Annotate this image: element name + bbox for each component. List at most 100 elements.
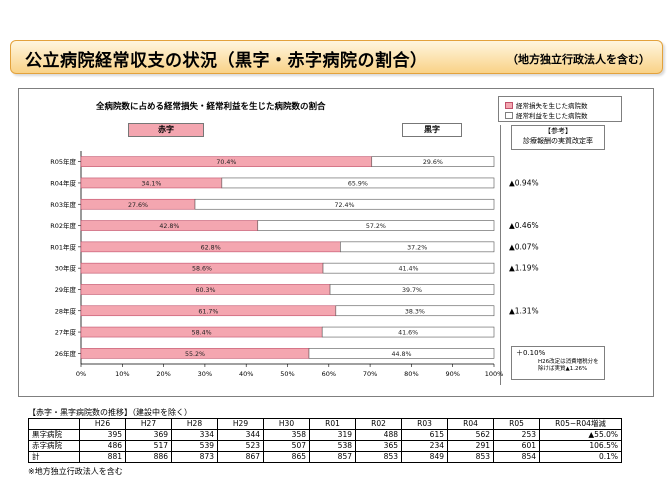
data-label-loss: 58.4%	[192, 330, 212, 337]
bar-profit	[322, 262, 495, 274]
table-header-cell	[28, 418, 80, 430]
table-cell: 365	[355, 440, 402, 452]
x-tick-label: 60%	[322, 370, 336, 378]
table-cell: 857	[309, 451, 356, 463]
page-title: 公立病院経常収支の状況（黒字・赤字病院の割合）	[25, 51, 428, 71]
table-header-cell: H29	[217, 418, 264, 430]
revision-note: ＋0.10% H26改定は消費増税分を除けば実質▲1.26%	[511, 346, 605, 380]
revision-rate-label: ▲1.19%	[509, 264, 539, 273]
data-label-loss: 60.3%	[196, 287, 216, 294]
data-label-loss: 62.8%	[201, 244, 221, 251]
x-tick-label: 100%	[485, 370, 504, 378]
table-cell: 253	[493, 429, 540, 441]
table-row-label: 黒字病院	[28, 429, 80, 441]
table-cell: 601	[493, 440, 540, 452]
table-footnote: ※地方独立行政法人を含む	[28, 467, 123, 476]
bar-profit	[371, 156, 495, 167]
table-header-cell: R02	[355, 418, 402, 430]
data-label-loss: 55.2%	[185, 351, 205, 358]
data-label-profit: 37.2%	[407, 244, 427, 251]
table-header-cell: H26	[79, 418, 126, 430]
table-row-label: 赤字病院	[28, 440, 80, 452]
legend-label-loss: 経常損失を生じた病院数	[516, 102, 588, 110]
data-label-profit: 41.6%	[398, 330, 418, 337]
category-label: 26年度	[55, 349, 77, 358]
bar-profit	[329, 284, 495, 295]
black-label: 黒字	[402, 123, 462, 137]
header-banner: 公立病院経常収支の状況（黒字・赤字病院の割合） （地方独立行政法人を含む）	[10, 40, 663, 74]
table-cell: 291	[447, 440, 494, 452]
category-label: 27年度	[55, 328, 77, 337]
table-cell: 854	[493, 451, 540, 463]
table-cell: 0.1%	[539, 451, 622, 463]
bar-profit	[340, 241, 495, 253]
data-label-loss: 27.6%	[128, 202, 148, 209]
table-cell: 344	[217, 429, 264, 441]
hospital-count-table: H26 H27 H28 H29 H30 R01 R02 R03 R04 R05 …	[28, 418, 622, 463]
table-row: 赤字病院 486 517 539 523 507 538 365 234 291…	[28, 440, 622, 452]
legend-item-loss: 経常損失を生じた病院数	[505, 100, 588, 110]
x-tick-label: 80%	[404, 370, 418, 378]
data-label-loss: 42.8%	[159, 223, 179, 230]
reference-box: 【参考】 診療報酬の実質改定率	[511, 125, 605, 150]
data-label-profit: 72.4%	[334, 202, 354, 209]
x-tick-label: 90%	[445, 370, 459, 378]
bar-profit	[321, 326, 495, 338]
data-label-profit: 38.3%	[405, 308, 425, 315]
table-cell: 853	[355, 451, 402, 463]
red-label: 赤字	[128, 123, 204, 137]
table-cell: 507	[263, 440, 310, 452]
x-tick-label: 20%	[156, 370, 170, 378]
table-cell: 867	[217, 451, 264, 463]
bar-profit	[221, 177, 495, 189]
table-caption: 【赤字・黒字病院数の推移】（建設中を除く）	[28, 408, 192, 417]
table-cell: 319	[309, 429, 356, 441]
revision-rate-label: ▲0.07%	[509, 242, 539, 251]
table-header-cell: R04	[447, 418, 494, 430]
revision-note-detail: H26改定は消費増税分を除けば実質▲1.26%	[538, 359, 599, 372]
x-tick-label: 70%	[363, 370, 377, 378]
table-cell: 615	[401, 429, 448, 441]
legend-swatch-loss	[505, 101, 513, 109]
data-label-profit: 65.9%	[348, 180, 368, 187]
x-tick-label: 10%	[115, 370, 129, 378]
x-tick-label: 50%	[280, 370, 294, 378]
category-label: R01年度	[50, 242, 76, 251]
table-cell: 562	[447, 429, 494, 441]
table-row-label: 計	[28, 451, 80, 463]
page-subtitle: （地方独立行政法人を含む）	[507, 53, 650, 66]
table-cell: 849	[401, 451, 448, 463]
revision-rate-label: ▲1.31%	[509, 306, 539, 315]
bar-profit	[194, 198, 495, 210]
data-label-loss: 70.4%	[216, 159, 236, 166]
table-header-cell: H27	[125, 418, 172, 430]
data-label-profit: 39.7%	[402, 287, 422, 294]
table-cell: 538	[309, 440, 356, 452]
x-tick-label: 30%	[198, 370, 212, 378]
table-cell: 886	[125, 451, 172, 463]
reference-title: 【参考】	[544, 127, 572, 135]
table-header-cell: R03	[401, 418, 448, 430]
table-cell: 369	[125, 429, 172, 441]
revision-rate-label: ▲0.94%	[509, 178, 539, 187]
category-label: 29年度	[55, 285, 77, 294]
data-label-profit: 57.2%	[366, 223, 386, 230]
category-label: R03年度	[50, 200, 76, 209]
table-cell: 517	[125, 440, 172, 452]
legend-swatch-profit	[505, 111, 513, 119]
table-header-cell: R05−R04増減	[539, 418, 622, 430]
data-label-loss: 61.7%	[198, 308, 218, 315]
table-cell: 334	[171, 429, 218, 441]
table-header-cell: R05	[493, 418, 540, 430]
table-cell: 395	[79, 429, 126, 441]
table-cell: 873	[171, 451, 218, 463]
reference-divider	[500, 125, 501, 385]
bar-profit	[335, 305, 495, 317]
table-cell: 234	[401, 440, 448, 452]
table-cell: 486	[79, 440, 126, 452]
table-cell: 358	[263, 429, 310, 441]
table-row: 計 881 886 873 867 865 857 853 849 853 85…	[28, 451, 622, 463]
table-cell: 106.5%	[539, 440, 622, 452]
table-header-cell: H28	[171, 418, 218, 430]
